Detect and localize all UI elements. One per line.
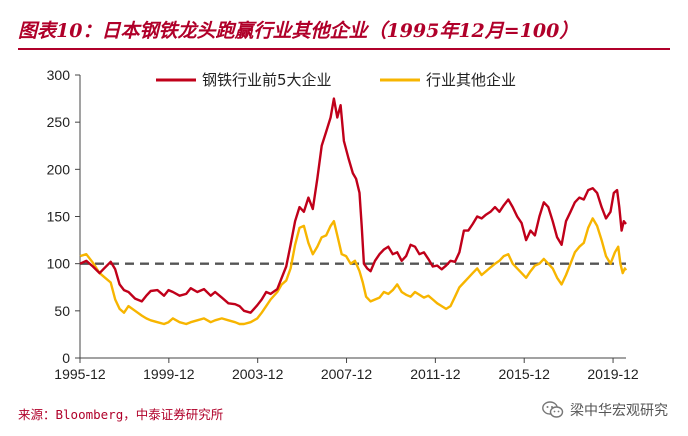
y-tick-group: 0 50 100 150 200 250 300	[47, 67, 80, 366]
legend: 钢铁行业前5大企业 行业其他企业	[156, 71, 516, 89]
y-tick-label: 200	[47, 161, 71, 177]
figure-title: 图表10：日本钢铁龙头跑赢行业其他企业（1995年12月=100）	[18, 20, 579, 42]
x-tick-label: 2011-12	[410, 366, 461, 382]
y-tick-label: 150	[47, 209, 71, 225]
x-tick-label: 1995-12	[54, 366, 106, 382]
y-tick-label: 100	[47, 256, 71, 272]
y-tick-label: 250	[47, 114, 71, 130]
x-tick-label: 2019-12	[587, 366, 639, 382]
legend-item-steel-top5-label: 钢铁行业前5大企业	[202, 71, 332, 89]
series-line-other-firms	[79, 217, 628, 326]
watermark: 梁中华宏观研究	[542, 400, 668, 420]
x-tick-label: 2007-12	[321, 366, 373, 382]
wechat-icon	[542, 401, 564, 418]
x-axis: 1995-12 1999-12 2003-12 2007-12 2011-12 2015-…	[54, 357, 639, 382]
y-tick-label: 300	[47, 67, 71, 83]
y-tick-label: 0	[62, 350, 70, 366]
x-tick-label: 1999-12	[143, 366, 195, 382]
title-rule	[18, 48, 670, 50]
x-tick-label: 2003-12	[232, 366, 284, 382]
x-tick-group: 1995-12 1999-12 2003-12 2007-12 2011-12 2015-…	[54, 358, 639, 382]
x-tick-label: 2015-12	[499, 366, 551, 382]
y-tick-label: 50	[54, 303, 70, 319]
watermark-label: 梁中华宏观研究	[570, 403, 668, 419]
series-group	[79, 97, 628, 326]
legend-item-other-firms-label: 行业其他企业	[426, 71, 516, 89]
y-axis: 0 50 100 150 200 250 300	[47, 67, 81, 366]
line-chart: 0 50 100 150 200 250 300 1995-12 1999-12 2003-12…	[47, 67, 639, 382]
series-line-steel-top5	[79, 97, 627, 314]
source-note: 来源：Bloomberg，中泰证券研究所	[18, 407, 224, 422]
